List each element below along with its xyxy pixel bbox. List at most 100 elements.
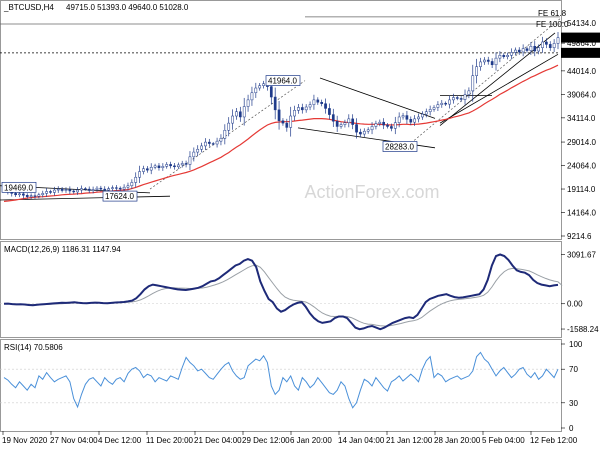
price-panel-frame xyxy=(0,0,562,240)
candle-body xyxy=(297,107,300,111)
price-tick-label: 24064.0 xyxy=(567,162,596,171)
candle xyxy=(494,52,498,71)
candle xyxy=(386,122,389,129)
candle xyxy=(514,47,517,56)
candle xyxy=(521,44,525,57)
projection-line-2 xyxy=(407,18,561,146)
candle xyxy=(320,99,324,107)
candle xyxy=(448,95,451,109)
candle-body xyxy=(494,57,498,66)
price-tick-label: 19114.0 xyxy=(567,185,596,194)
candle xyxy=(180,160,184,168)
candle-body xyxy=(184,163,188,165)
candle xyxy=(479,57,482,71)
candle-body xyxy=(18,193,21,196)
current-price-tag-bg xyxy=(561,32,600,43)
candle-body xyxy=(238,111,242,118)
candle-body xyxy=(335,120,339,127)
macd-tick-label: 3091.67 xyxy=(567,251,596,260)
candle-body xyxy=(289,115,293,128)
candle-body xyxy=(537,47,540,52)
candle xyxy=(366,127,370,134)
candle xyxy=(316,97,320,105)
candle xyxy=(467,87,471,99)
candle-body xyxy=(390,126,393,129)
macd-signal-line xyxy=(4,264,563,327)
candle xyxy=(91,186,95,194)
candle-body xyxy=(417,116,420,120)
candle xyxy=(215,137,219,148)
candle xyxy=(355,118,358,139)
candle xyxy=(436,101,440,111)
candle xyxy=(312,94,316,110)
candle xyxy=(432,105,436,112)
candle xyxy=(142,165,145,175)
candle-body xyxy=(72,190,76,193)
watermark: ActionForex.com xyxy=(304,182,439,202)
candle xyxy=(130,179,134,189)
rsi-tick-label: 0 xyxy=(569,424,574,433)
candle xyxy=(517,47,521,55)
candle-body xyxy=(421,113,424,118)
candle-body xyxy=(207,141,211,144)
candle-body xyxy=(498,55,502,59)
candle xyxy=(510,48,513,60)
candle xyxy=(529,41,533,55)
ma-price-tag: 47812.0 xyxy=(561,47,600,58)
candle xyxy=(118,186,122,191)
candle xyxy=(161,163,165,171)
candle xyxy=(498,51,502,63)
candle-body xyxy=(452,97,455,101)
candle xyxy=(196,145,200,157)
fib-label-100: FE 100.0 xyxy=(536,20,569,29)
candle-body xyxy=(521,48,525,53)
candle xyxy=(421,111,424,120)
current-price-tag-text: 51028.0 xyxy=(565,34,594,43)
candle-body xyxy=(53,189,56,193)
candle-body xyxy=(475,66,478,76)
candle xyxy=(545,38,548,49)
candle xyxy=(409,116,413,126)
candle-body xyxy=(235,111,238,117)
candle-body xyxy=(37,194,41,197)
candle xyxy=(347,114,351,128)
candle xyxy=(49,189,52,195)
candle-body xyxy=(541,41,544,48)
candle xyxy=(281,118,285,126)
candle xyxy=(153,163,157,170)
candle xyxy=(339,122,343,129)
candle-body xyxy=(533,46,537,52)
candle xyxy=(541,36,544,53)
candle-body xyxy=(324,103,327,109)
candle xyxy=(475,58,478,84)
annotation-label: 17624.0 xyxy=(102,190,138,202)
price-tick-label: 34114.0 xyxy=(567,114,596,123)
candle-body xyxy=(300,107,304,111)
annotation-label: 41964.0 xyxy=(265,75,301,86)
candle xyxy=(374,120,378,130)
candle xyxy=(297,104,300,114)
candle-body xyxy=(378,121,382,124)
candle xyxy=(56,186,60,193)
x-tick-label: 11 Dec 20:00 xyxy=(146,436,194,445)
candle-body xyxy=(45,191,48,194)
candle xyxy=(219,134,223,146)
candle xyxy=(227,117,231,137)
candle xyxy=(33,193,37,199)
candle xyxy=(370,122,374,135)
candle xyxy=(289,106,293,137)
candle xyxy=(300,103,304,114)
candle xyxy=(53,186,56,196)
candle-body xyxy=(510,52,513,56)
x-tick-label: 4 Dec 12:00 xyxy=(98,436,142,445)
candle xyxy=(235,107,238,120)
candle-body xyxy=(432,107,436,110)
annotation-text: 28283.0 xyxy=(385,143,414,152)
candle-body xyxy=(204,141,207,147)
price-tick-label: 54134.0 xyxy=(567,19,596,28)
x-tick-label: 5 Feb 04:00 xyxy=(482,436,525,445)
candle-body xyxy=(76,189,79,193)
candle-body xyxy=(506,55,509,57)
candle xyxy=(343,119,347,128)
candle-body xyxy=(114,187,118,189)
